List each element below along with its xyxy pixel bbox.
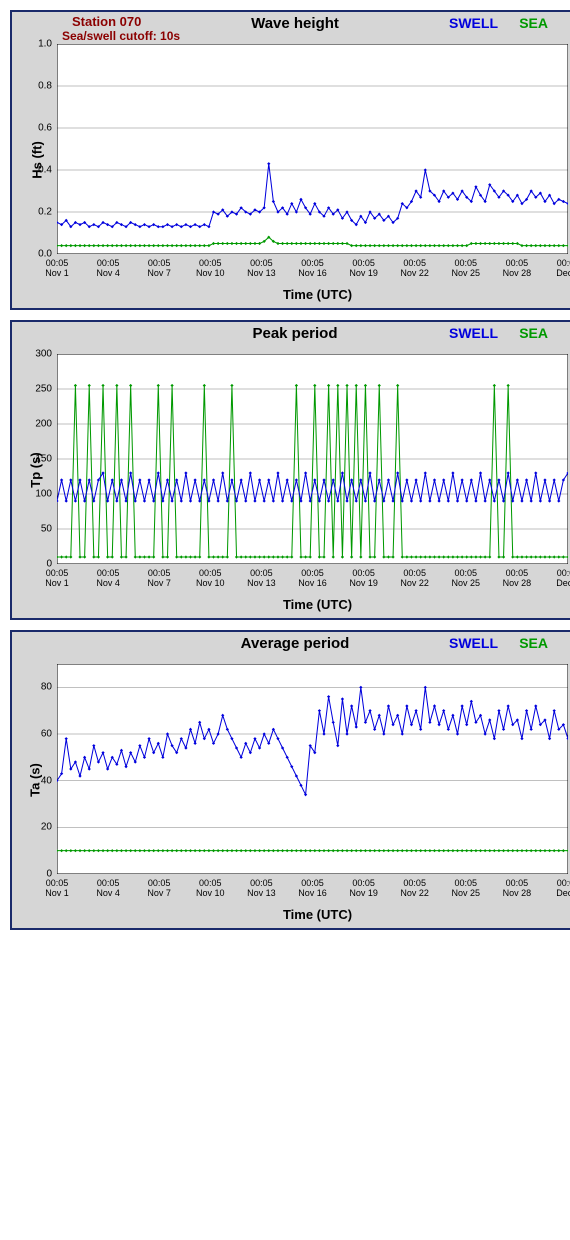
ytick: 0.8 (22, 81, 52, 92)
xtick: 00:05Nov 7 (147, 879, 171, 899)
xtick: 00:05Dec 1 (556, 259, 570, 279)
xtick: 00:05Nov 1 (45, 879, 69, 899)
chart-title: Wave height (251, 15, 339, 32)
legend-sea: SEA (519, 635, 548, 651)
xtick: 00:05Nov 10 (196, 259, 225, 279)
xtick: 00:05Dec 1 (556, 569, 570, 589)
xticks: 00:05Nov 100:05Nov 400:05Nov 700:05Nov 1… (57, 569, 568, 595)
ylabel: Tp (s) (28, 452, 43, 487)
xtick: 00:05Nov 10 (196, 569, 225, 589)
xlabel: Time (UTC) (57, 907, 570, 922)
chart-header: Average period SWELL SEA (12, 632, 570, 654)
xtick: 00:05Nov 28 (503, 569, 532, 589)
ylabel: Hs (ft) (29, 141, 44, 179)
xtick: 00:05Nov 13 (247, 879, 276, 899)
xtick: 00:05Nov 25 (452, 259, 481, 279)
ytick: 1.0 (22, 39, 52, 50)
xtick: 00:05Nov 7 (147, 569, 171, 589)
ylabel: Ta (s) (27, 763, 42, 797)
xtick: 00:05Nov 1 (45, 259, 69, 279)
station-label: Station 070 (72, 14, 141, 29)
ytick: 60 (22, 729, 52, 740)
xtick: 00:05Nov 22 (400, 879, 429, 899)
xtick: 00:05Nov 7 (147, 259, 171, 279)
ytick: 300 (22, 349, 52, 360)
chart-title: Average period (241, 635, 350, 652)
xticks: 00:05Nov 100:05Nov 400:05Nov 700:05Nov 1… (57, 879, 568, 905)
wave-height-panel: Station 070Sea/swell cutoff: 10s Wave hei… (10, 10, 570, 310)
legend-sea: SEA (519, 325, 548, 341)
xtick: 00:05Nov 13 (247, 569, 276, 589)
ytick: 100 (22, 489, 52, 500)
xtick: 00:05Nov 1 (45, 569, 69, 589)
ytick: 20 (22, 822, 52, 833)
xtick: 00:05Nov 22 (400, 569, 429, 589)
ytick: 50 (22, 524, 52, 535)
xtick: 00:05Nov 10 (196, 879, 225, 899)
chart-header: Peak period SWELL SEA (12, 322, 570, 344)
xtick: 00:05Nov 13 (247, 259, 276, 279)
xtick: 00:05Nov 19 (349, 879, 378, 899)
xtick: 00:05Nov 16 (298, 879, 327, 899)
xtick: 00:05Nov 4 (96, 879, 120, 899)
xticks: 00:05Nov 100:05Nov 400:05Nov 700:05Nov 1… (57, 259, 568, 285)
xlabel: Time (UTC) (57, 287, 570, 302)
peak-period-plot: 050100150200250300 (57, 354, 568, 564)
xtick: 00:05Nov 19 (349, 569, 378, 589)
cutoff-label: Sea/swell cutoff: 10s (62, 29, 180, 43)
xtick: 00:05Nov 16 (298, 569, 327, 589)
legend-swell: SWELL (449, 325, 498, 341)
xtick: 00:05Nov 25 (452, 879, 481, 899)
ytick: 250 (22, 384, 52, 395)
xtick: 00:05Nov 28 (503, 259, 532, 279)
peak-period-panel: Peak period SWELL SEA 050100150200250300 Tp … (10, 320, 570, 620)
wave-height-plot: 0.00.20.40.60.81.0 (57, 44, 568, 254)
xtick: 00:05Nov 25 (452, 569, 481, 589)
ytick: 80 (22, 682, 52, 693)
ytick: 0.6 (22, 123, 52, 134)
xlabel: Time (UTC) (57, 597, 570, 612)
xtick: 00:05Nov 22 (400, 259, 429, 279)
xtick: 00:05Dec 1 (556, 879, 570, 899)
xtick: 00:05Nov 16 (298, 259, 327, 279)
ytick: 0.2 (22, 207, 52, 218)
average-period-plot: 020406080 (57, 664, 568, 874)
legend-sea: SEA (519, 15, 548, 31)
legend-swell: SWELL (449, 635, 498, 651)
ytick: 200 (22, 419, 52, 430)
average-period-panel: Average period SWELL SEA 020406080 Ta (s) 00:… (10, 630, 570, 930)
xtick: 00:05Nov 28 (503, 879, 532, 899)
chart-title: Peak period (252, 325, 337, 342)
xtick: 00:05Nov 4 (96, 569, 120, 589)
chart-header: Station 070Sea/swell cutoff: 10sWave hei… (12, 12, 570, 34)
legend-swell: SWELL (449, 15, 498, 31)
xtick: 00:05Nov 4 (96, 259, 120, 279)
xtick: 00:05Nov 19 (349, 259, 378, 279)
